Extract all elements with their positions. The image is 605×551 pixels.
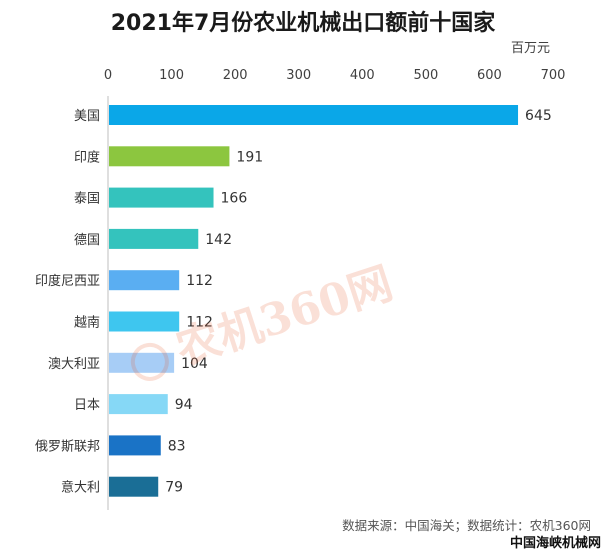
value-label: 112 [186,273,213,289]
category-label: 泰国 [74,192,100,207]
bar [109,394,168,415]
value-label: 94 [175,397,193,413]
category-label: 德国 [74,233,100,248]
value-label: 191 [236,149,263,165]
value-label: 645 [525,108,552,124]
x-tick-label: 700 [541,68,566,83]
category-label: 美国 [74,109,100,124]
category-label: 日本 [74,398,100,413]
x-axis-ticks: 0 100 200 300 400 500 600 700 [104,68,566,83]
bar [109,476,159,497]
bar [109,311,180,332]
category-label: 意大利 [61,480,100,496]
category-label: 印度 [74,149,100,165]
source-note: 数据来源：中国海关；数据统计：农机360网 [342,518,591,533]
value-label: 166 [221,191,248,207]
value-label: 83 [168,438,186,454]
logo-mark-icon [130,342,169,381]
value-label: 142 [205,232,232,248]
value-label: 104 [181,356,208,372]
bar [109,105,519,125]
category-label: 越南 [74,315,100,331]
bar [109,187,214,208]
corner-watermark: 中国海峡机械网 [510,535,601,551]
bar [109,435,161,456]
category-label: 印度尼西亚 [35,273,100,289]
bars: 美国 645 印度 191 泰国 166 德国 142 印度尼西亚 112 越南 112 澳大利亚 104… [35,105,552,497]
category-label: 澳大利亚 [48,356,100,372]
x-tick-label: 0 [104,68,112,83]
bar [109,228,199,249]
bar [109,270,180,291]
bar [109,146,230,167]
x-tick-label: 300 [286,68,311,83]
category-label: 俄罗斯联邦 [35,439,100,454]
bar [109,352,175,373]
x-tick-label: 400 [350,68,375,83]
value-label: 112 [186,315,213,331]
x-tick-label: 600 [477,68,502,83]
x-tick-label: 500 [413,68,438,83]
chart-title: 2021年7月份农业机械出口额前十国家 [111,10,497,36]
unit-label: 百万元 [511,41,550,56]
value-label: 79 [165,480,183,496]
x-tick-label: 200 [223,68,248,83]
x-tick-label: 100 [159,68,184,83]
